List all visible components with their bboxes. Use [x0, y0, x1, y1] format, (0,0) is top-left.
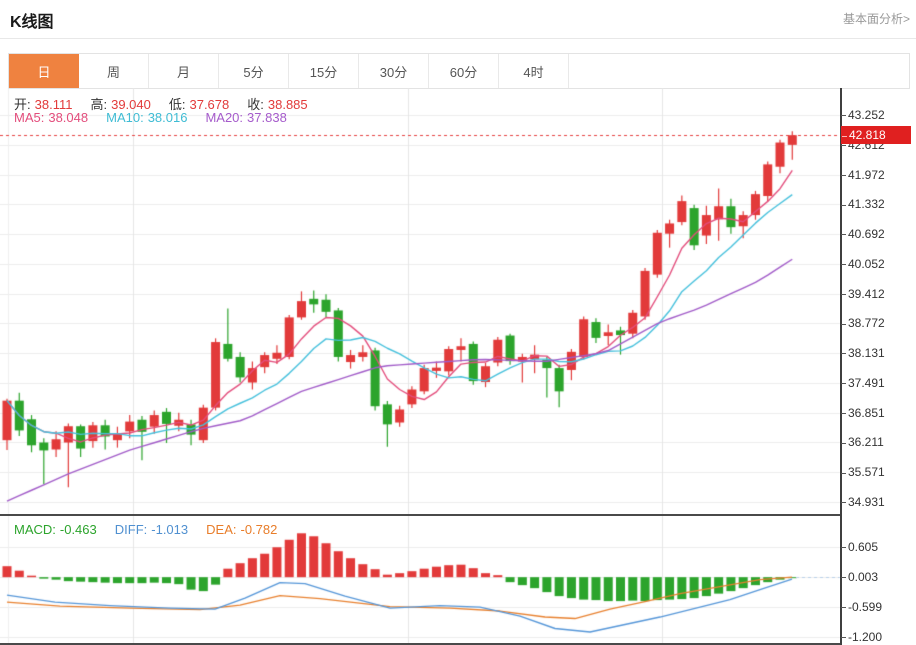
tab-5分[interactable]: 5分: [219, 54, 289, 88]
macd-legend: MACD: -0.463 DIFF: -1.013 DEA: -0.782: [14, 522, 295, 537]
period-tabbar: 日周月 5分 15分 30分 60分 4时: [8, 53, 910, 89]
legend-value: -0.782: [240, 522, 278, 537]
axis-tick-label: 36.211: [841, 435, 884, 449]
legend-label: DIFF:: [114, 522, 148, 537]
legend-value: 37.838: [247, 110, 287, 125]
legend-label: MA5:: [14, 110, 45, 125]
legend-label: DEA:: [206, 522, 237, 537]
legend-value: 37.678: [189, 97, 230, 112]
axis-tick-label: 40.052: [841, 257, 885, 271]
legend-label: 收:: [247, 97, 264, 112]
legend-label: MACD:: [14, 522, 56, 537]
legend-value: -1.013: [151, 522, 189, 537]
tab-周[interactable]: 周: [79, 54, 149, 88]
macd-chart-canvas[interactable]: [0, 516, 841, 643]
legend-label: 高:: [90, 97, 108, 112]
axis-tick-label: 41.972: [841, 168, 885, 182]
legend-value: 38.048: [48, 110, 89, 125]
axis-tick-label: 38.131: [841, 346, 885, 360]
legend-value: 39.040: [111, 97, 151, 112]
fundamental-analysis-link[interactable]: 基本面分析>: [842, 12, 910, 26]
axis-tick-label: 37.491: [841, 376, 885, 390]
legend-label: MA10:: [106, 110, 144, 125]
axis-tick-label: 38.772: [841, 316, 885, 330]
panel-divider: [0, 514, 841, 516]
legend-label: 低:: [168, 97, 186, 112]
axis-tick-label: -0.599: [841, 600, 882, 614]
axis-tick-label: -1.200: [841, 630, 882, 644]
tab-15分[interactable]: 15分: [289, 54, 359, 88]
legend-label: MA20:: [205, 110, 244, 125]
current-price-tag: 42.818: [841, 126, 911, 145]
legend-value: 38.016: [147, 110, 188, 125]
page-title: K线图: [10, 14, 54, 31]
axis-tick-label: 41.332: [841, 197, 885, 211]
legend-value: 38.111: [34, 97, 73, 112]
legend-label: 开:: [14, 97, 31, 112]
tab-60分[interactable]: 60分: [429, 54, 499, 88]
axis-tick-label: 34.931: [841, 495, 885, 509]
axis-tick-label: 40.692: [841, 227, 885, 241]
tab-4时[interactable]: 4时: [499, 54, 569, 88]
axis-tick-label: 43.252: [841, 108, 885, 122]
legend-value: 38.885: [267, 97, 308, 112]
tab-30分[interactable]: 30分: [359, 54, 429, 88]
price-axis-line: [840, 88, 842, 645]
kline-main-chart-canvas[interactable]: [0, 88, 841, 515]
tab-日[interactable]: 日: [9, 54, 79, 88]
axis-tick-label: 35.571: [841, 465, 885, 479]
axis-tick-label: 36.851: [841, 406, 885, 420]
ohlc-legend: 开: 38.111 高: 39.040 低: 37.678 收: 38.885: [14, 94, 326, 113]
titlebar: K线图 基本面分析>: [0, 0, 916, 39]
chart-area: 开: 38.111 高: 39.040 低: 37.678 收: 38.885 MA5: 38.…: [0, 88, 916, 645]
axis-tick-label: 39.412: [841, 287, 885, 301]
axis-tick-label: 0.605: [841, 540, 878, 554]
axis-tick-label: 0.003: [841, 570, 878, 584]
bottom-border: [0, 643, 841, 645]
tab-月[interactable]: 月: [149, 54, 219, 88]
legend-value: -0.463: [59, 522, 97, 537]
ma-legend: MA5: 38.048 MA10: 38.016 MA20: 37.838: [14, 110, 305, 125]
